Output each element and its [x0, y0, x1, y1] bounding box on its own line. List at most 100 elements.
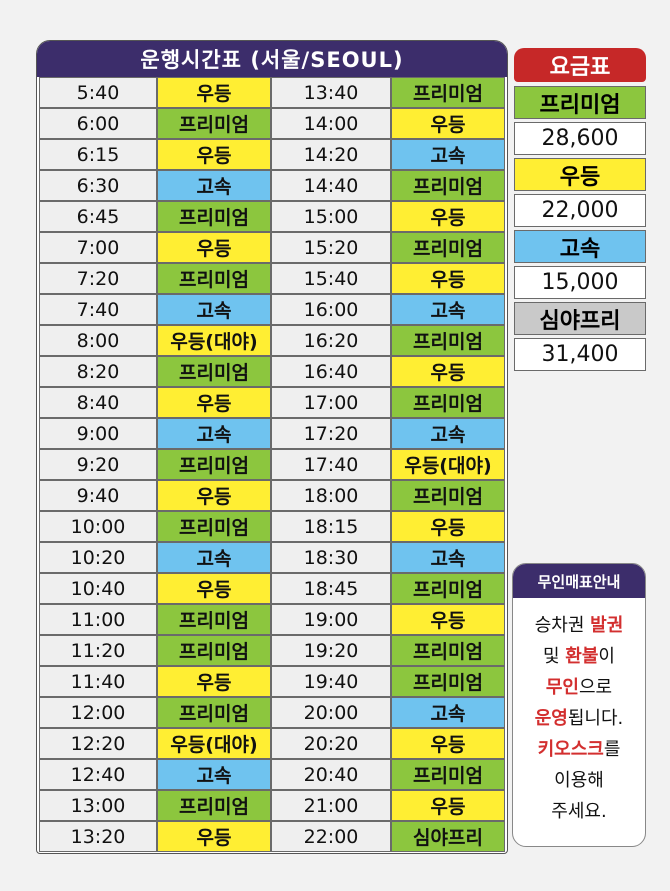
kiosk-highlight: 환불	[565, 646, 599, 667]
bus-class: 고속	[157, 542, 271, 573]
bus-class: 우등	[157, 77, 271, 108]
kiosk-text: 됩니다.	[567, 708, 624, 729]
table-row: 10:00 프리미엄 18:15 우등	[37, 511, 507, 542]
kiosk-line-6: 이용해	[554, 770, 604, 791]
departure-time: 17:00	[271, 387, 391, 418]
bus-class: 프리미엄	[157, 697, 271, 728]
departure-time: 7:20	[39, 263, 157, 294]
table-row: 8:40 우등 17:00 프리미엄	[37, 387, 507, 418]
table-row: 8:00 우등(대야) 16:20 프리미엄	[37, 325, 507, 356]
bus-class: 고속	[391, 294, 505, 325]
table-row: 9:20 프리미엄 17:40 우등(대야)	[37, 449, 507, 480]
departure-time: 20:20	[271, 728, 391, 759]
bus-class: 우등	[157, 573, 271, 604]
bus-class: 프리미엄	[157, 604, 271, 635]
bus-class: 우등	[391, 790, 505, 821]
table-row: 11:20 프리미엄 19:20 프리미엄	[37, 635, 507, 666]
bus-class: 고속	[157, 418, 271, 449]
bus-class: 프리미엄	[391, 325, 505, 356]
departure-time: 10:40	[39, 573, 157, 604]
kiosk-text: 으로	[579, 677, 613, 698]
departure-time: 13:20	[39, 821, 157, 852]
kiosk-body: 승차권 발권 및 환불이 무인으로 운영됩니다. 키오스크를 이용해 주세요.	[513, 598, 645, 827]
bus-class: 우등	[157, 666, 271, 697]
bus-class: 프리미엄	[391, 480, 505, 511]
kiosk-line-4: 운영됩니다.	[513, 703, 645, 734]
departure-time: 11:00	[39, 604, 157, 635]
kiosk-text: 이	[598, 646, 615, 667]
kiosk-highlight: 키오스크	[537, 739, 604, 760]
departure-time: 18:00	[271, 480, 391, 511]
departure-time: 11:20	[39, 635, 157, 666]
bus-class: 고속	[391, 418, 505, 449]
bus-class: 프리미엄	[391, 77, 505, 108]
bus-class: 우등	[157, 480, 271, 511]
bus-class: 우등	[157, 232, 271, 263]
table-row: 7:00 우등 15:20 프리미엄	[37, 232, 507, 263]
departure-time: 8:40	[39, 387, 157, 418]
departure-time: 7:40	[39, 294, 157, 325]
bus-class: 우등	[391, 728, 505, 759]
bus-class: 우등	[157, 139, 271, 170]
departure-time: 20:40	[271, 759, 391, 790]
bus-class: 우등	[391, 108, 505, 139]
departure-time: 9:40	[39, 480, 157, 511]
departure-time: 13:40	[271, 77, 391, 108]
fare-title: 요금표	[514, 48, 646, 82]
kiosk-title: 무인매표안내	[513, 564, 645, 598]
table-row: 9:00 고속 17:20 고속	[37, 418, 507, 449]
kiosk-line-5: 키오스크를	[513, 734, 645, 765]
kiosk-highlight: 운영	[534, 708, 568, 729]
bus-class: 고속	[157, 759, 271, 790]
table-row: 9:40 우등 18:00 프리미엄	[37, 480, 507, 511]
bus-class: 우등	[391, 356, 505, 387]
bus-class: 우등	[391, 511, 505, 542]
departure-time: 17:40	[271, 449, 391, 480]
kiosk-highlight: 무인	[545, 677, 579, 698]
departure-time: 9:00	[39, 418, 157, 449]
bus-class: 우등	[391, 263, 505, 294]
departure-time: 12:00	[39, 697, 157, 728]
fare-price: 31,400	[514, 338, 646, 371]
bus-class: 프리미엄	[391, 759, 505, 790]
table-row: 7:40 고속 16:00 고속	[37, 294, 507, 325]
kiosk-line-2: 및 환불이	[513, 641, 645, 672]
bus-class: 고속	[391, 697, 505, 728]
departure-time: 20:00	[271, 697, 391, 728]
departure-time: 18:15	[271, 511, 391, 542]
bus-class: 프리미엄	[391, 232, 505, 263]
kiosk-notice: 무인매표안내 승차권 발권 및 환불이 무인으로 운영됩니다. 키오스크를 이용…	[512, 563, 646, 847]
bus-class: 프리미엄	[391, 573, 505, 604]
fare-class: 프리미엄	[514, 86, 646, 119]
departure-time: 16:40	[271, 356, 391, 387]
bus-class: 프리미엄	[157, 201, 271, 232]
kiosk-text: 및	[543, 646, 566, 667]
departure-time: 7:00	[39, 232, 157, 263]
table-row: 10:40 우등 18:45 프리미엄	[37, 573, 507, 604]
bus-class: 고속	[157, 170, 271, 201]
departure-time: 14:40	[271, 170, 391, 201]
bus-class: 프리미엄	[391, 170, 505, 201]
departure-time: 6:15	[39, 139, 157, 170]
departure-time: 19:00	[271, 604, 391, 635]
timetable-grid: 5:40 우등 13:40 프리미엄 6:00 프리미엄 14:00 우등 6:15 우등 14:2…	[37, 77, 507, 852]
departure-time: 5:40	[39, 77, 157, 108]
bus-class: 심야프리	[391, 821, 505, 852]
kiosk-line-7: 주세요.	[551, 801, 607, 822]
bus-class: 프리미엄	[391, 387, 505, 418]
departure-time: 10:20	[39, 542, 157, 573]
kiosk-line-3: 무인으로	[513, 672, 645, 703]
bus-class: 우등	[157, 387, 271, 418]
departure-time: 13:00	[39, 790, 157, 821]
fare-price: 15,000	[514, 266, 646, 299]
fare-class: 우등	[514, 158, 646, 191]
bus-class: 프리미엄	[157, 263, 271, 294]
fare-price: 28,600	[514, 122, 646, 155]
departure-time: 6:45	[39, 201, 157, 232]
departure-time: 19:20	[271, 635, 391, 666]
bus-class: 우등	[391, 201, 505, 232]
departure-time: 14:00	[271, 108, 391, 139]
bus-class: 우등(대야)	[391, 449, 505, 480]
table-row: 6:15 우등 14:20 고속	[37, 139, 507, 170]
table-row: 10:20 고속 18:30 고속	[37, 542, 507, 573]
